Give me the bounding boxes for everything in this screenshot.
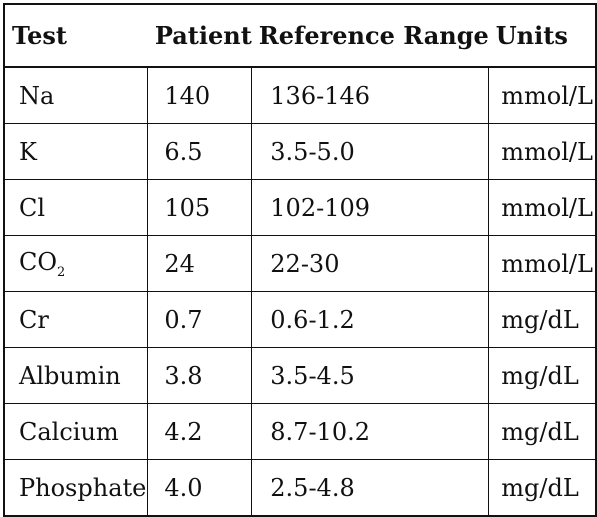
cell-test-base: CO [19, 247, 58, 276]
cell-test: Na [3, 66, 149, 124]
cell-units: mg/dL [488, 291, 597, 348]
cell-patient: 3.8 [147, 347, 253, 404]
cell-test-subscript: 2 [57, 264, 66, 280]
cell-patient: 105 [147, 179, 253, 236]
cell-test: Albumin [3, 347, 149, 404]
cell-reference-range: 3.5-4.5 [251, 347, 490, 404]
cell-patient: 24 [147, 235, 253, 292]
table-row: Albumin 3.8 3.5-4.5 mg/dL [3, 347, 597, 404]
cell-reference-range: 136-146 [251, 66, 490, 124]
header-patient: Patient [147, 3, 252, 68]
cell-patient: 4.2 [147, 403, 253, 460]
lab-results-table-container: Test Patient Reference Range Units Na 14… [3, 3, 597, 517]
table-row: K 6.5 3.5-5.0 mmol/L [3, 123, 597, 180]
cell-reference-range: 8.7-10.2 [251, 403, 490, 460]
cell-test: Cl [3, 179, 149, 236]
table-header-row: Test Patient Reference Range Units [3, 3, 597, 68]
cell-reference-range: 22-30 [251, 235, 490, 292]
cell-test: Cr [3, 291, 149, 348]
cell-units: mg/dL [488, 347, 597, 404]
table-row: Cl 105 102-109 mmol/L [3, 179, 597, 236]
table-row: CO2 24 22-30 mmol/L [3, 235, 597, 292]
cell-units: mmol/L [488, 235, 597, 292]
cell-test: K [3, 123, 149, 180]
cell-reference-range: 0.6-1.2 [251, 291, 490, 348]
header-reference-range: Reference Range [251, 3, 489, 68]
table-row: Calcium 4.2 8.7-10.2 mg/dL [3, 403, 597, 460]
table-row: Na 140 136-146 mmol/L [3, 66, 597, 124]
cell-test: Phosphate [3, 459, 149, 517]
cell-units: mg/dL [488, 459, 597, 517]
table-row: Phosphate 4.0 2.5-4.8 mg/dL [3, 459, 597, 517]
cell-reference-range: 102-109 [251, 179, 490, 236]
cell-test: Calcium [3, 403, 149, 460]
cell-patient: 6.5 [147, 123, 253, 180]
cell-patient: 0.7 [147, 291, 253, 348]
cell-units: mmol/L [488, 66, 597, 124]
lab-results-table: Test Patient Reference Range Units Na 14… [3, 3, 597, 517]
cell-test: CO2 [3, 235, 149, 292]
cell-units: mmol/L [488, 123, 597, 180]
header-units: Units [488, 3, 597, 68]
table-row: Cr 0.7 0.6-1.2 mg/dL [3, 291, 597, 348]
cell-patient: 140 [147, 66, 253, 124]
cell-units: mg/dL [488, 403, 597, 460]
cell-reference-range: 2.5-4.8 [251, 459, 490, 517]
cell-reference-range: 3.5-5.0 [251, 123, 490, 180]
cell-units: mmol/L [488, 179, 597, 236]
header-test: Test [3, 3, 148, 68]
cell-patient: 4.0 [147, 459, 253, 517]
